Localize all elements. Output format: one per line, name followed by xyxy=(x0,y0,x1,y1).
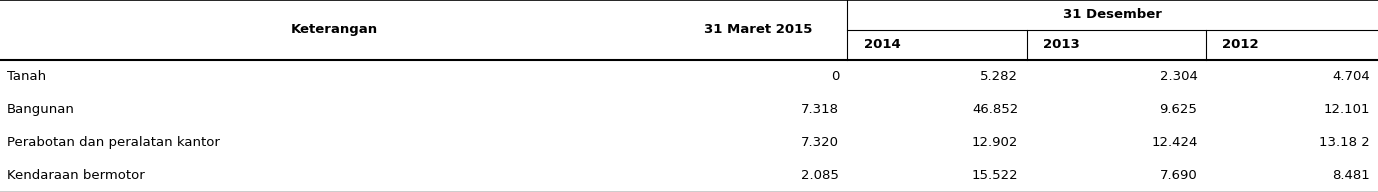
Text: 2014: 2014 xyxy=(864,38,901,51)
Text: Keterangan: Keterangan xyxy=(291,23,378,36)
Text: 13.18 2: 13.18 2 xyxy=(1319,136,1370,149)
Text: 7.690: 7.690 xyxy=(1160,169,1197,182)
Text: Kendaraan bermotor: Kendaraan bermotor xyxy=(7,169,145,182)
Text: 12.101: 12.101 xyxy=(1323,103,1370,116)
Text: 31 Maret 2015: 31 Maret 2015 xyxy=(704,23,812,36)
Text: 7.318: 7.318 xyxy=(801,103,839,116)
Text: 15.522: 15.522 xyxy=(971,169,1018,182)
Text: 12.902: 12.902 xyxy=(971,136,1018,149)
Text: 46.852: 46.852 xyxy=(971,103,1018,116)
Text: Tanah: Tanah xyxy=(7,70,45,83)
Text: 2013: 2013 xyxy=(1043,38,1080,51)
Text: 31 Desember: 31 Desember xyxy=(1064,8,1162,21)
Text: 2012: 2012 xyxy=(1222,38,1259,51)
Text: 7.320: 7.320 xyxy=(801,136,839,149)
Text: 4.704: 4.704 xyxy=(1333,70,1370,83)
Text: 0: 0 xyxy=(831,70,839,83)
Text: Perabotan dan peralatan kantor: Perabotan dan peralatan kantor xyxy=(7,136,219,149)
Text: 9.625: 9.625 xyxy=(1160,103,1197,116)
Text: 2.304: 2.304 xyxy=(1160,70,1197,83)
Text: 12.424: 12.424 xyxy=(1151,136,1197,149)
Text: Bangunan: Bangunan xyxy=(7,103,74,116)
Text: 8.481: 8.481 xyxy=(1333,169,1370,182)
Text: 2.085: 2.085 xyxy=(802,169,839,182)
Text: 5.282: 5.282 xyxy=(980,70,1018,83)
